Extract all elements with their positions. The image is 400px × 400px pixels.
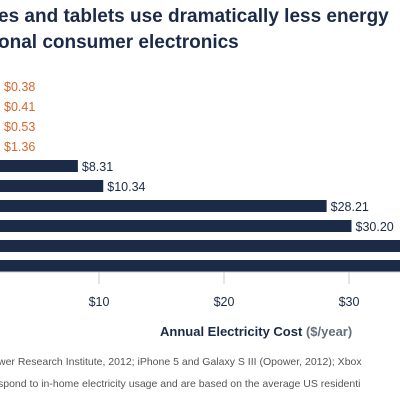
bar-10	[0, 260, 400, 272]
bar-chart: $0.38 $0.41 $0.53 $1.36 $8.31 $10.34 $28.21 $30…	[0, 80, 400, 309]
chart-title-line-2: onal consumer electronics	[0, 32, 239, 53]
bars-group	[0, 160, 400, 272]
bar-value-label-6: $10.34	[107, 180, 145, 194]
bar-value-label-5: $8.31	[82, 160, 113, 174]
x-tick-label-4: $30	[339, 295, 360, 309]
footnote-line-1: wer Research Institute, 2012; iPhone 5 a…	[0, 356, 362, 368]
bar-value-label-3: $0.53	[4, 120, 35, 134]
bar-6	[0, 180, 104, 192]
x-axis-label: Annual Electricity Cost ($/year)	[160, 324, 352, 339]
x-ticks-group: $1$10$20$30	[89, 272, 360, 309]
footnote-line-2: spond to in-home electricity usage and a…	[0, 378, 361, 390]
bar-value-label-1: $0.38	[4, 80, 35, 94]
x-tick-label-2: $10	[89, 295, 110, 309]
bar-5	[0, 160, 78, 172]
bar-8	[0, 220, 352, 232]
bar-value-label-8: $30.20	[356, 220, 394, 234]
x-tick-label-3: $20	[214, 295, 235, 309]
x-axis-label-unit: ($/year)	[305, 324, 353, 339]
x-axis-label-text: Annual Electricity Cost	[160, 324, 303, 339]
bar-value-label-7: $28.21	[331, 200, 369, 214]
bar-9	[0, 240, 400, 252]
bar-value-label-2: $0.41	[4, 100, 35, 114]
bar-7	[0, 200, 327, 212]
bar-value-label-4: $1.36	[4, 140, 35, 154]
value-labels-group: $0.38 $0.41 $0.53 $1.36 $8.31 $10.34 $28.21 $30…	[4, 80, 394, 234]
chart-title-line-1: es and tablets use dramatically less ene…	[0, 6, 389, 27]
chart-title: es and tablets use dramatically less ene…	[0, 4, 400, 56]
